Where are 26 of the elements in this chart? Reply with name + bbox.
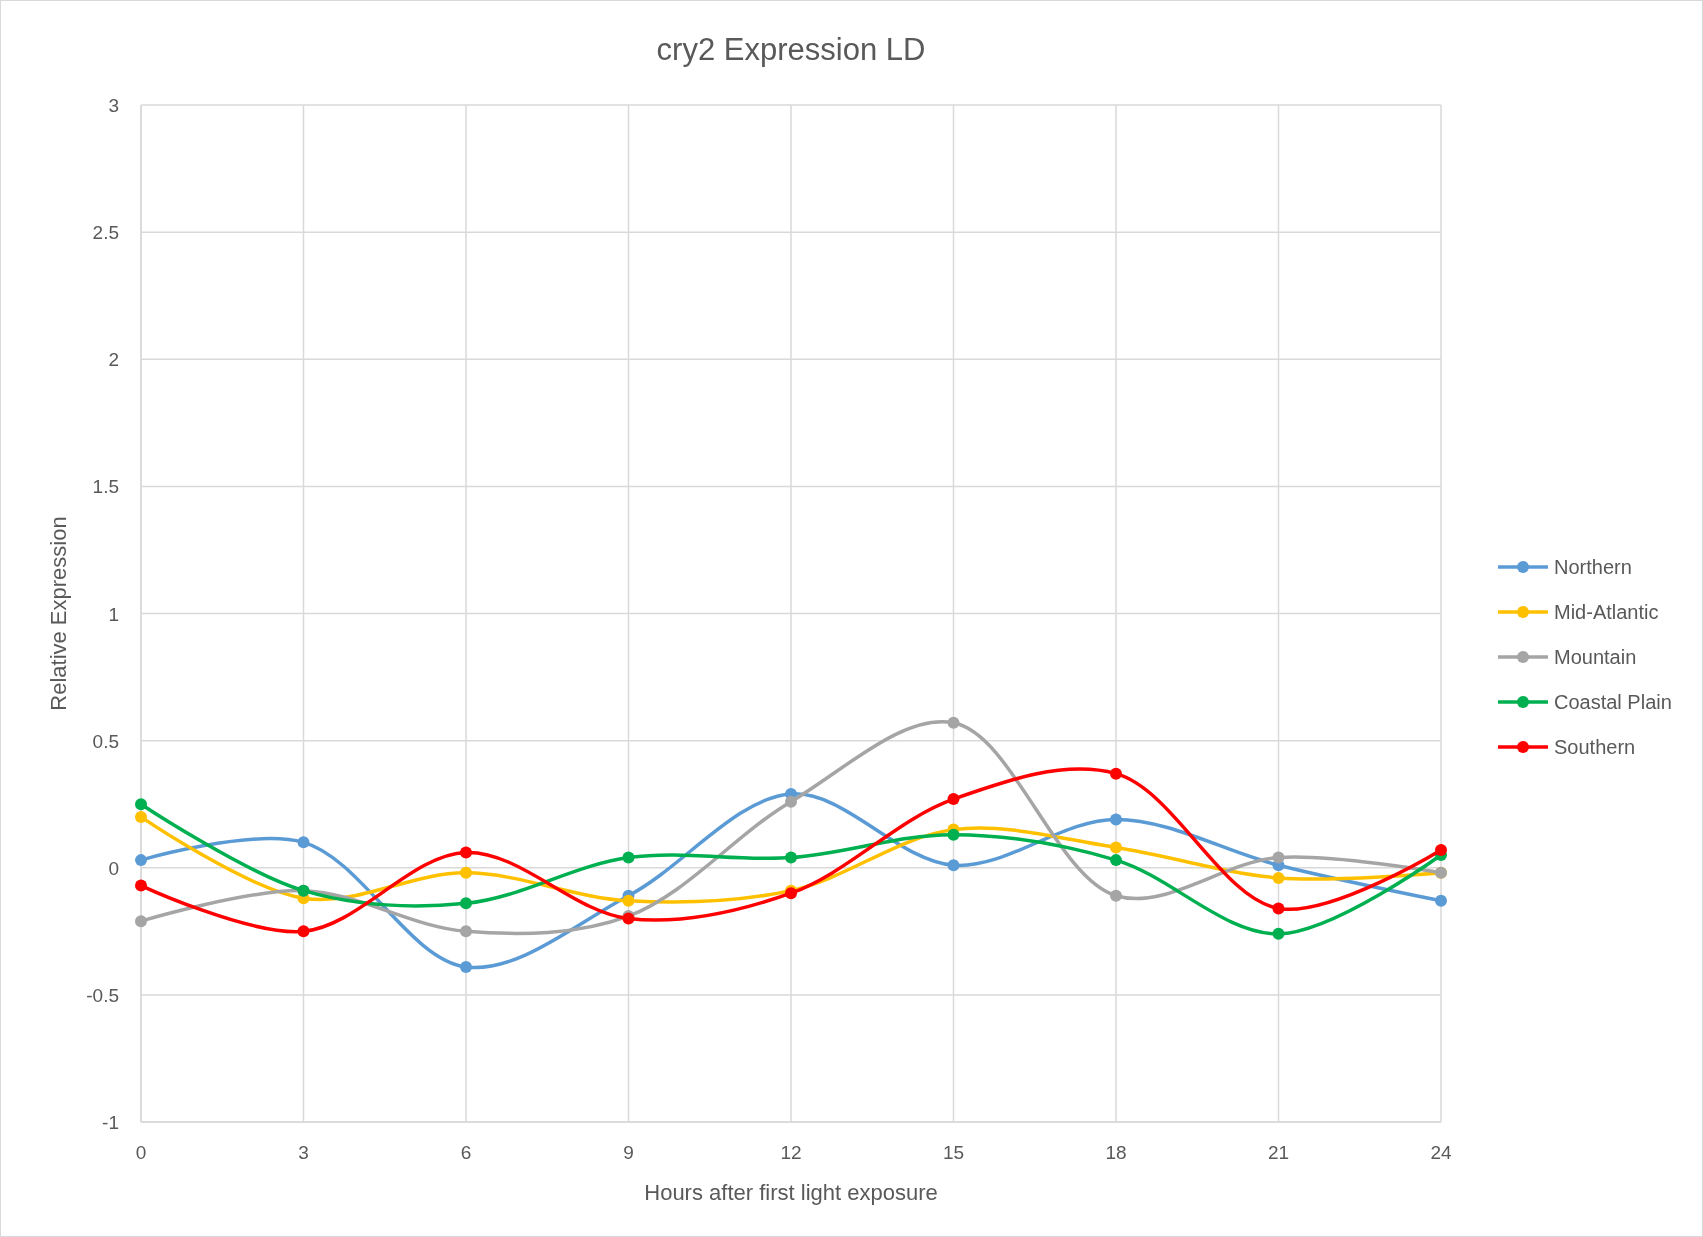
x-tick-label: 0 [135,1142,147,1163]
x-tick-label: 9 [623,1142,634,1163]
y-tick-label: 0.5 [92,730,119,752]
legend-label: Coastal Plain [1554,691,1672,713]
x-tick-label: 6 [460,1142,472,1163]
y-tick-label: -1 [102,1112,119,1133]
legend-label: Mountain [1554,646,1637,668]
x-tick-label: 24 [1430,1142,1452,1163]
y-tick-label: 1.5 [92,476,119,498]
x-tick-label: 21 [1267,1142,1290,1163]
legend-label: Southern [1554,736,1636,758]
y-tick-label: 3 [108,95,119,116]
x-axis-title: Hours after first light exposure [644,1180,938,1205]
x-tick-label: 18 [1105,1142,1127,1163]
y-tick-label: 2 [108,349,119,371]
y-tick-label: 2.5 [92,222,119,244]
legend-label: Northern [1554,556,1632,578]
y-tick-label: 1 [108,603,119,625]
x-tick-label: 15 [942,1142,965,1163]
y-tick-label: -0.5 [86,984,119,1006]
legend-label: Mid-Atlantic [1554,601,1659,623]
y-axis-title: Relative Expression [46,516,71,711]
chart-title: cry2 Expression LD [656,32,926,67]
y-tick-label: 0 [108,857,119,879]
x-tick-label: 3 [298,1142,309,1163]
x-tick-label: 12 [780,1142,802,1163]
